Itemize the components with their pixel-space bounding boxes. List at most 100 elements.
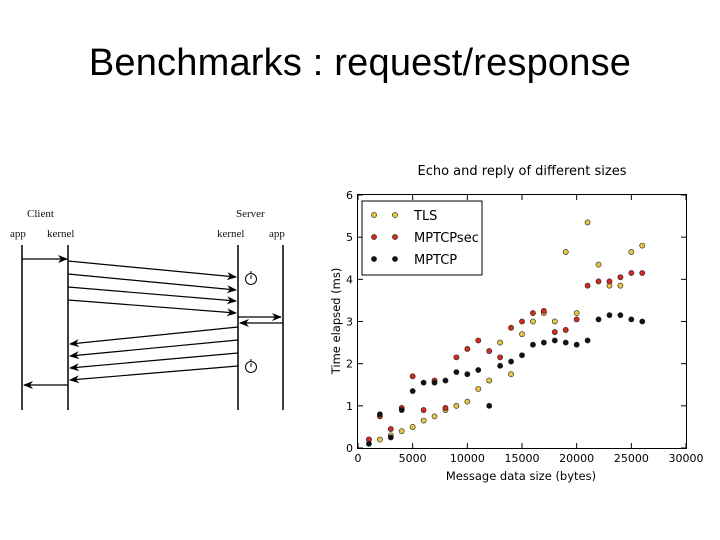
data-point-mptcpsec [584, 282, 591, 289]
y-tick-label: 3 [346, 316, 353, 329]
data-point-mptcp [508, 358, 514, 365]
y-tick-label: 1 [346, 400, 353, 413]
scatter-chart: Echo and reply of different sizes 0 1 2 3 4 5… [329, 164, 704, 483]
data-point-mptcpsec [562, 327, 569, 333]
y-tick-label: 2 [346, 358, 353, 371]
data-point-tls [420, 417, 427, 424]
data-point-tls [562, 249, 569, 255]
data-point-mptcp [617, 312, 624, 319]
client-app-label: app [10, 228, 26, 240]
data-point-mptcp [486, 402, 493, 409]
data-point-tls [475, 386, 482, 392]
data-point-mptcp [573, 341, 580, 348]
data-point-mptcpsec [486, 348, 493, 354]
data-point-mptcpsec [530, 310, 536, 316]
data-point-mptcp [420, 379, 427, 386]
data-point-mptcpsec [606, 278, 613, 285]
x-tick-label: 20000 [559, 452, 594, 465]
x-tick-label: 5000 [399, 452, 427, 465]
y-tick-label: 6 [346, 189, 353, 202]
legend-marker-mptcp [371, 256, 377, 262]
data-point-mptcp [519, 352, 525, 359]
data-point-tls [595, 261, 602, 268]
x-tick-label: 10000 [450, 452, 485, 465]
data-point-mptcpsec [387, 426, 394, 432]
data-point-mptcp [562, 339, 569, 346]
timer-icon [245, 271, 257, 285]
data-point-tls [519, 331, 525, 338]
data-point-mptcpsec [551, 329, 558, 335]
data-point-mptcp [453, 369, 460, 375]
data-point-tls [431, 413, 438, 420]
data-point-mptcpsec [595, 278, 602, 285]
data-point-mptcp [376, 411, 383, 418]
data-point-mptcpsec [442, 405, 449, 411]
legend-label-tls: TLS [413, 209, 437, 224]
server-app-label: app [269, 228, 285, 240]
data-point-tls [551, 318, 558, 325]
data-point-mptcp [551, 337, 558, 344]
data-point-mptcp [409, 388, 416, 394]
legend-label-mptcp: MPTCP [414, 253, 457, 268]
x-tick-label: 15000 [505, 452, 540, 465]
x-tick-label: 30000 [669, 452, 704, 465]
data-point-mptcp [584, 337, 591, 344]
data-point-tls [453, 402, 460, 409]
data-point-mptcp [366, 440, 372, 447]
data-point-mptcp [628, 316, 635, 323]
data-point-mptcpsec [519, 318, 525, 325]
legend-marker-tls [371, 212, 377, 218]
data-point-tls [398, 428, 405, 435]
server-label: Server [236, 208, 265, 220]
data-point-mptcpsec [540, 308, 547, 314]
data-point-tls [376, 436, 383, 443]
data-point-mptcpsec [628, 270, 635, 276]
timer-icon [245, 359, 257, 373]
data-point-tls [628, 249, 635, 255]
data-point-tls [497, 339, 504, 346]
response-arrows [23, 319, 283, 389]
data-point-tls [508, 371, 514, 378]
x-tick-label: 25000 [614, 452, 649, 465]
x-tick-label: 0 [355, 452, 362, 465]
y-axis-label: Time elapsed (ms) [329, 268, 343, 376]
data-point-mptcp [606, 312, 613, 319]
data-point-tls [530, 318, 536, 325]
legend-marker-mptcp [392, 256, 398, 262]
data-point-tls [584, 219, 591, 226]
data-point-mptcp [497, 362, 504, 369]
data-point-mptcp [464, 371, 471, 378]
legend-marker-tls [392, 212, 398, 218]
data-point-tls [464, 398, 471, 405]
legend-label-mptcpsec: MPTCPsec [414, 231, 479, 246]
data-point-mptcp [431, 379, 438, 386]
legend-marker-mptcpsec [392, 234, 398, 240]
data-point-mptcpsec [409, 373, 416, 380]
data-point-mptcpsec [464, 346, 471, 352]
y-tick-label: 4 [346, 273, 353, 286]
data-point-tls [639, 242, 646, 249]
data-point-mptcp [475, 367, 482, 373]
data-point-mptcp [639, 318, 646, 325]
data-point-mptcp [387, 434, 394, 441]
chart-legend: TLS MPTCPsec MPTCP [361, 200, 483, 276]
data-point-mptcpsec [420, 407, 427, 413]
data-point-mptcp [398, 407, 405, 413]
data-point-mptcpsec [573, 316, 580, 323]
data-point-tls [486, 377, 493, 384]
data-point-mptcpsec [639, 270, 646, 276]
y-tick-label: 5 [346, 231, 353, 244]
data-point-mptcp [540, 339, 547, 346]
y-tick-label: 0 [346, 442, 353, 455]
client-kernel-label: kernel [47, 228, 74, 240]
client-label: Client [27, 208, 54, 220]
legend-marker-mptcpsec [371, 234, 377, 240]
data-point-mptcp [442, 377, 449, 384]
slide-title: Benchmarks : request/response [88, 42, 632, 84]
data-point-mptcpsec [453, 354, 460, 361]
data-point-mptcp [530, 341, 536, 348]
data-point-mptcpsec [497, 354, 504, 361]
server-kernel-label: kernel [217, 228, 244, 240]
data-point-tls [409, 424, 416, 430]
x-axis-label: Message data size (bytes) [446, 469, 596, 483]
